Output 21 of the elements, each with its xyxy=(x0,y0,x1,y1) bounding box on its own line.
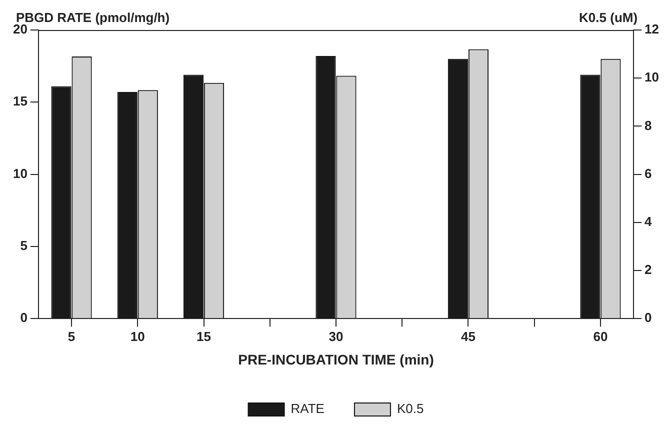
legend-label: RATE xyxy=(290,401,325,416)
legend-label: K0.5 xyxy=(396,401,424,416)
x-tick-label: 30 xyxy=(328,328,344,344)
y-tick-label: 0 xyxy=(20,310,28,326)
y2-tick-label: 10 xyxy=(644,70,660,85)
y-tick-label: 10 xyxy=(12,166,28,181)
y2-tick-label: 8 xyxy=(644,118,652,133)
y-tick-label: 5 xyxy=(20,238,28,254)
x-axis-title: PRE-INCUBATION TIME (min) xyxy=(238,351,434,368)
y2-axis-title: K0.5 (uM) xyxy=(579,10,638,26)
y-tick-label: 15 xyxy=(12,94,28,109)
x-tick-label: 45 xyxy=(461,328,476,344)
y2-tick-label: 0 xyxy=(644,310,652,326)
y2-tick-label: 6 xyxy=(644,166,652,181)
y2-tick-label: 4 xyxy=(644,214,653,229)
y2-tick-label: 12 xyxy=(644,22,660,37)
x-tick-label: 10 xyxy=(130,328,145,344)
y2-tick-label: 2 xyxy=(644,262,652,278)
x-tick-label: 5 xyxy=(68,328,76,344)
x-tick-label: 15 xyxy=(196,328,211,344)
x-tick-label: 60 xyxy=(593,328,608,344)
